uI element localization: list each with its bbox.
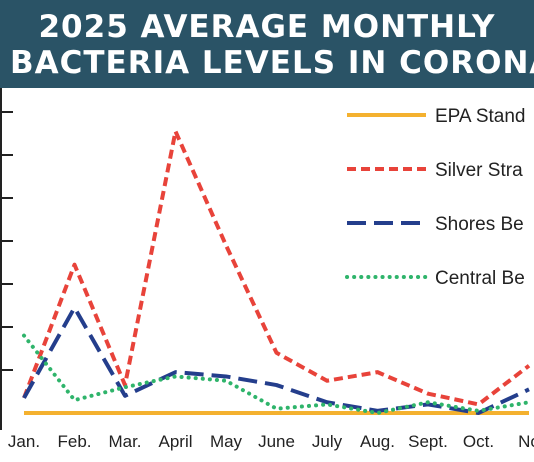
series-line [22,129,531,407]
series-line [22,305,530,415]
x-tick-label: No [518,432,534,451]
legend-label: Central Be [435,268,525,289]
x-tick-label: Mar. [108,432,141,451]
x-tick-label: April [158,432,192,451]
series-line [22,333,531,415]
chart-title-line-1: 2025 AVERAGE MONTHLY [38,9,496,45]
legend-label: EPA Stand [435,106,526,127]
x-tick-label: Jan. [8,432,40,451]
x-tick-label: Aug. [360,432,395,451]
x-tick-label: May [210,432,243,451]
x-tick-label: Sept. [408,432,448,451]
title-banner: 2025 AVERAGE MONTHLY BACTERIA LEVELS IN … [0,0,534,88]
x-tick-label: July [312,432,343,451]
legend-label: Silver Stra [435,160,523,181]
x-tick-label: June [258,432,295,451]
x-tick-label: Oct. [463,432,494,451]
chart-title-line-2: BACTERIA LEVELS IN CORONADO [10,45,534,81]
legend-label: Shores Be [435,214,524,235]
x-tick-label: Feb. [57,432,91,451]
